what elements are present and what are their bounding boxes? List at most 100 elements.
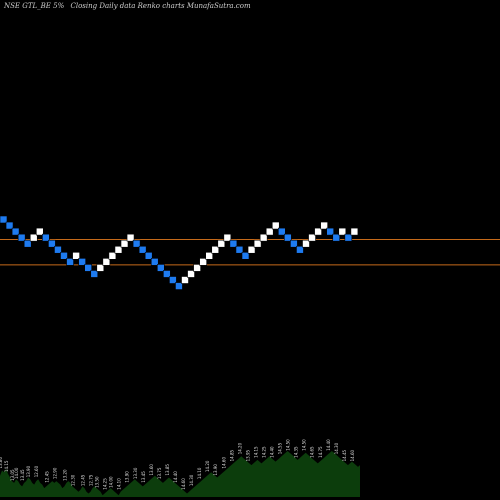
renko-brick-up — [338, 227, 347, 236]
volume-label: 12.45 — [44, 471, 49, 483]
renko-brick-up — [265, 227, 274, 236]
volume-label: 14.50 — [286, 439, 291, 451]
renko-brick-up — [271, 221, 280, 230]
volume-label: 14.10 — [117, 478, 122, 490]
volume-label: 12.30 — [70, 474, 75, 486]
volume-label: 14.60 — [181, 478, 186, 490]
volume-label: 14.55 — [278, 442, 283, 454]
volume-label: 12.45 — [80, 474, 85, 486]
renko-brick-up — [253, 239, 262, 248]
volume-label: 14.85 — [229, 449, 234, 461]
renko-brick-down — [296, 245, 304, 254]
volume-label: 13.60 — [149, 464, 154, 476]
volume-label: 13.45 — [20, 469, 25, 481]
renko-brick-down — [229, 239, 238, 248]
volume-label: 13.80 — [0, 457, 3, 469]
volume-label: 12.60 — [34, 465, 39, 477]
renko-brick-down — [144, 252, 153, 260]
renko-brick-down — [23, 239, 32, 248]
renko-brick-down — [235, 245, 244, 254]
volume-label: 14.60 — [350, 449, 355, 461]
chart-header: NSE GTL_BE 5% Closing Daily data Renko c… — [3, 2, 251, 10]
volume-area-shape — [0, 451, 360, 497]
renko-brick-down — [90, 270, 99, 278]
volume-label: 14.65 — [310, 446, 315, 458]
volume-label: 13.90 — [26, 465, 31, 477]
renko-brick-down — [48, 239, 56, 248]
volume-label: 14.30 — [334, 442, 339, 454]
renko-brick-down — [332, 233, 341, 242]
renko-brick-up — [211, 245, 220, 254]
volume-label: 14.40 — [326, 439, 331, 451]
renko-brick-down — [169, 276, 177, 284]
renko-brick-down — [277, 227, 286, 236]
renko-brick-down — [17, 233, 26, 242]
chart-symbol: NSE GTL_BE 5% — [3, 2, 65, 10]
volume-label: 14.50 — [302, 439, 307, 451]
renko-brick-down — [290, 239, 298, 248]
renko-brick-up — [314, 227, 322, 236]
renko-brick-down — [163, 270, 171, 278]
volume-label: 13.30 — [133, 467, 138, 479]
renko-brick-down — [54, 245, 62, 254]
renko-brick-up — [114, 245, 123, 254]
volume-label: 14.40 — [173, 471, 178, 483]
renko-brick-down — [344, 233, 353, 242]
volume-label: 13.20 — [62, 469, 67, 481]
volume-label: 14.45 — [342, 449, 347, 461]
renko-brick-down — [42, 233, 50, 242]
renko-brick-up — [302, 239, 310, 248]
volume-label: 14.15 — [4, 460, 9, 472]
renko-brick-down — [157, 264, 165, 272]
renko-brick-down — [60, 252, 68, 260]
volume-label: 13.95 — [245, 449, 250, 461]
renko-brick-up — [199, 258, 207, 266]
chart-description: Closing Daily data Renko charts MunafaSu… — [70, 2, 250, 10]
volume-label: 14.40 — [270, 446, 275, 458]
renko-brick-up — [193, 264, 201, 272]
renko-brick-down — [326, 227, 335, 236]
renko-brick-up — [259, 233, 268, 242]
volume-label: 14.15 — [253, 446, 258, 458]
volume-label: 12.75 — [89, 474, 94, 486]
renko-brick-up — [320, 221, 328, 230]
renko-brick-up — [120, 239, 129, 248]
renko-brick-down — [84, 264, 92, 272]
volume-label: 13.90 — [213, 464, 218, 476]
renko-brick-down — [132, 239, 141, 248]
volume-label: 14.60 — [221, 457, 226, 469]
renko-brick-down — [11, 227, 20, 236]
renko-brick-down — [150, 258, 159, 266]
renko-brick-up — [102, 258, 111, 266]
volume-label: 14.25 — [261, 446, 266, 458]
renko-brick-down — [0, 215, 8, 224]
volume-label: 14.20 — [205, 460, 210, 472]
volume-label: 14.25 — [103, 478, 108, 490]
volume-label: 14.10 — [197, 467, 202, 479]
volume-label: 13.75 — [157, 467, 162, 479]
renko-brick-up — [350, 227, 359, 236]
renko-brick-down — [241, 252, 250, 260]
renko-brick-up — [217, 239, 226, 248]
renko-brick-up — [108, 252, 117, 260]
volume-label: 14.00 — [109, 476, 114, 488]
volume-label: 13.85 — [165, 464, 170, 476]
volume-label: 12.90 — [52, 467, 57, 479]
volume-label: 14.00 — [14, 467, 19, 479]
renko-brick-up — [126, 233, 135, 242]
volume-label: 14.20 — [237, 442, 242, 454]
renko-brick-up — [247, 245, 256, 254]
renko-brick-up — [35, 227, 44, 236]
volume-label: 14.75 — [318, 446, 323, 458]
volume-label: 13.90 — [125, 471, 130, 483]
renko-brick-down — [175, 282, 183, 290]
volume-label: 13.50 — [95, 476, 100, 488]
renko-brick-up — [223, 233, 232, 242]
volume-label: 13.45 — [141, 471, 146, 483]
renko-brick-down — [5, 221, 14, 230]
volume-label: 13.05 — [10, 469, 15, 481]
renko-brick-down — [284, 233, 292, 242]
